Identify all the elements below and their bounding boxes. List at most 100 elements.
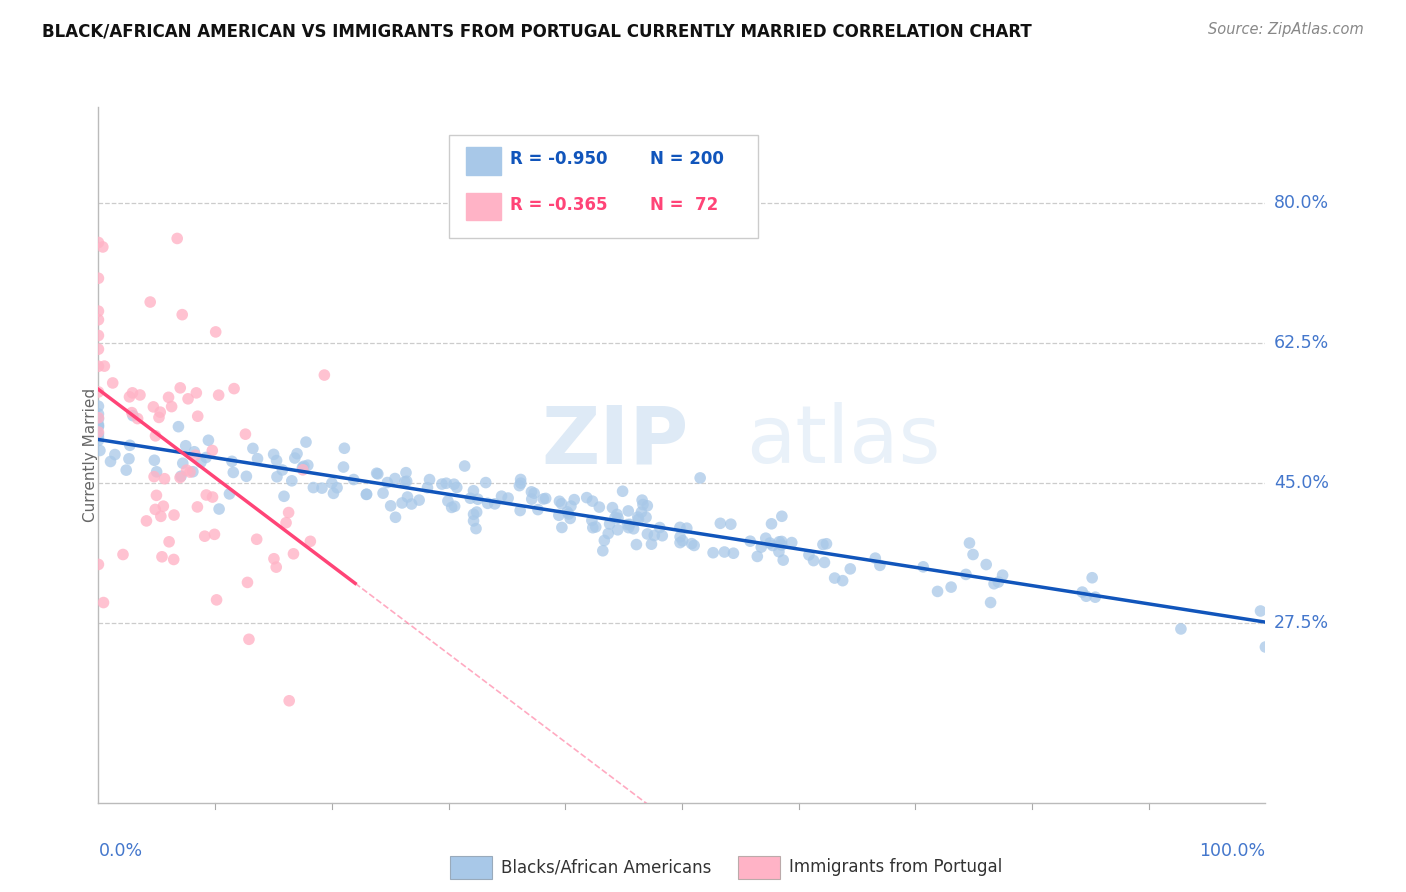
Point bbox=[585, 520, 607, 534]
Point bbox=[636, 510, 658, 524]
Point bbox=[100, 454, 122, 468]
Point bbox=[669, 520, 692, 534]
Point bbox=[87, 399, 110, 413]
Point bbox=[236, 575, 259, 590]
Point bbox=[560, 511, 582, 525]
Point bbox=[314, 368, 336, 382]
Point bbox=[326, 481, 349, 495]
Point bbox=[440, 500, 463, 515]
Point bbox=[702, 546, 724, 560]
Point bbox=[1076, 589, 1098, 603]
Point bbox=[443, 477, 465, 491]
Point bbox=[343, 473, 366, 487]
Point bbox=[1170, 622, 1192, 636]
Point bbox=[617, 504, 640, 518]
Point bbox=[437, 494, 460, 508]
Point bbox=[1071, 585, 1094, 599]
Point bbox=[172, 308, 194, 322]
Point bbox=[962, 548, 984, 562]
Point bbox=[93, 596, 115, 610]
Point bbox=[912, 559, 935, 574]
Text: 80.0%: 80.0% bbox=[1274, 194, 1329, 212]
Point bbox=[453, 458, 475, 473]
Point bbox=[299, 534, 322, 549]
Point bbox=[87, 434, 110, 448]
Point bbox=[811, 537, 834, 551]
Point bbox=[283, 547, 305, 561]
Point bbox=[285, 447, 308, 461]
Point bbox=[416, 481, 439, 495]
Point bbox=[683, 538, 706, 552]
Point bbox=[169, 470, 191, 484]
Point bbox=[401, 497, 423, 511]
Point bbox=[139, 295, 162, 310]
Point bbox=[273, 489, 295, 503]
Point bbox=[974, 558, 997, 572]
Point bbox=[627, 512, 650, 526]
Point bbox=[187, 409, 209, 424]
Point bbox=[508, 478, 530, 492]
Point bbox=[797, 548, 820, 562]
Point bbox=[606, 523, 628, 537]
Point bbox=[772, 553, 794, 567]
Point bbox=[434, 476, 457, 491]
Point bbox=[218, 487, 240, 501]
Point bbox=[1084, 590, 1107, 604]
Point bbox=[127, 411, 149, 425]
Point bbox=[115, 463, 138, 477]
Point bbox=[831, 574, 853, 588]
Point bbox=[157, 534, 180, 549]
Point bbox=[118, 451, 141, 466]
FancyBboxPatch shape bbox=[465, 146, 501, 175]
Point bbox=[222, 466, 245, 480]
Point bbox=[626, 537, 648, 551]
Point bbox=[630, 505, 652, 519]
Point bbox=[418, 473, 440, 487]
FancyBboxPatch shape bbox=[449, 135, 758, 238]
Point bbox=[87, 359, 110, 374]
Point bbox=[768, 534, 790, 549]
Point bbox=[534, 491, 557, 506]
Point bbox=[463, 514, 485, 528]
Point bbox=[636, 527, 658, 541]
Point bbox=[606, 508, 628, 522]
Point bbox=[87, 271, 110, 285]
Point bbox=[91, 240, 114, 254]
Point bbox=[551, 520, 574, 534]
Point bbox=[599, 516, 621, 531]
Point bbox=[235, 427, 257, 442]
Point bbox=[582, 521, 605, 535]
Point bbox=[87, 342, 110, 356]
Point bbox=[204, 325, 226, 339]
Point bbox=[87, 430, 110, 444]
Point bbox=[396, 490, 419, 504]
Point bbox=[274, 516, 297, 530]
Point bbox=[496, 491, 519, 505]
Point bbox=[246, 451, 269, 466]
Point bbox=[87, 304, 110, 318]
Point bbox=[375, 475, 398, 490]
Text: 62.5%: 62.5% bbox=[1274, 334, 1329, 352]
Point bbox=[465, 505, 488, 519]
Point bbox=[118, 438, 141, 452]
Point bbox=[562, 492, 585, 507]
Point bbox=[153, 472, 176, 486]
Point bbox=[302, 481, 325, 495]
Point bbox=[157, 390, 180, 404]
Point bbox=[395, 474, 418, 488]
Point bbox=[277, 506, 299, 520]
Point bbox=[560, 499, 582, 513]
Point bbox=[264, 560, 287, 574]
Point bbox=[87, 419, 110, 434]
Point bbox=[408, 493, 430, 508]
Text: 0.0%: 0.0% bbox=[98, 842, 142, 860]
Point bbox=[87, 410, 110, 425]
Point bbox=[602, 500, 624, 515]
FancyBboxPatch shape bbox=[465, 193, 501, 220]
Point bbox=[145, 429, 167, 443]
Point bbox=[465, 522, 488, 536]
Text: Blacks/African Americans: Blacks/African Americans bbox=[501, 858, 711, 877]
Point bbox=[709, 516, 731, 531]
Point bbox=[333, 442, 356, 456]
Point bbox=[163, 552, 186, 566]
